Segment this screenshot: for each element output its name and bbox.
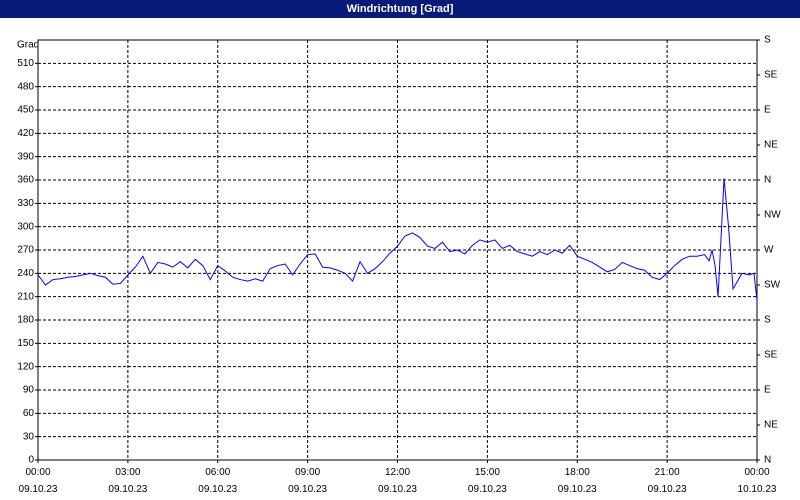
y2-tick-label: W	[764, 245, 774, 256]
y-tick-label: 240	[17, 268, 34, 279]
y-tick-label: 330	[17, 198, 34, 209]
y-tick-label: 480	[17, 81, 34, 92]
y-tick-label: 90	[23, 385, 35, 396]
plot-frame	[37, 39, 758, 461]
y-tick-label: 510	[17, 58, 34, 69]
x-tick-label: 00:00 10.10.23	[737, 467, 777, 495]
x-tick-label: 15:00 09.10.23	[467, 467, 507, 495]
y2-tick-label: S	[764, 35, 771, 46]
y-axis-label: Grad	[17, 40, 39, 51]
y-tick-label: 450	[17, 105, 34, 116]
y2-tick-label: NW	[764, 210, 781, 221]
title-bar: Windrichtung [Grad]	[0, 0, 800, 18]
x-tick-label: 12:00 09.10.23	[378, 467, 417, 495]
y-tick-label: 120	[17, 361, 34, 372]
x-tick-label: 03:00 09.10.23	[108, 467, 148, 495]
y2-tick-label: NE	[764, 420, 778, 431]
x-tick-label: 18:00 09.10.23	[557, 467, 597, 495]
y-tick-label: 390	[17, 151, 34, 162]
y-tick-label: 150	[17, 338, 34, 349]
x-tick-label: 09:00 09.10.23	[288, 467, 328, 495]
y-tick-label: 0	[28, 455, 34, 466]
y-tick-label: 420	[17, 128, 34, 139]
y-tick-label: 300	[17, 221, 34, 232]
x-tick-label: 06:00 09.10.23	[198, 467, 238, 495]
data-line	[37, 178, 758, 301]
y2-tick-label: SE	[764, 350, 778, 361]
y-tick-label: 210	[17, 291, 34, 302]
y2-tick-label: N	[764, 175, 771, 186]
x-tick-label: 00:00 09.10.23	[18, 467, 58, 495]
y-tick-label: 360	[17, 175, 34, 186]
y-tick-label: 270	[17, 245, 34, 256]
y2-tick-label: NE	[764, 140, 778, 151]
y2-tick-label: SE	[764, 70, 778, 81]
y2-tick-label: N	[764, 455, 771, 466]
y-tick-label: 30	[23, 431, 35, 442]
y2-tick-label: E	[764, 385, 771, 396]
y2-tick-label: SW	[764, 280, 781, 291]
y-tick-label: 180	[17, 315, 34, 326]
y2-tick-label: S	[764, 315, 771, 326]
y2-tick-label: E	[764, 105, 771, 116]
y-tick-label: 60	[23, 408, 35, 419]
x-tick-label: 21:00 09.10.23	[647, 467, 687, 495]
